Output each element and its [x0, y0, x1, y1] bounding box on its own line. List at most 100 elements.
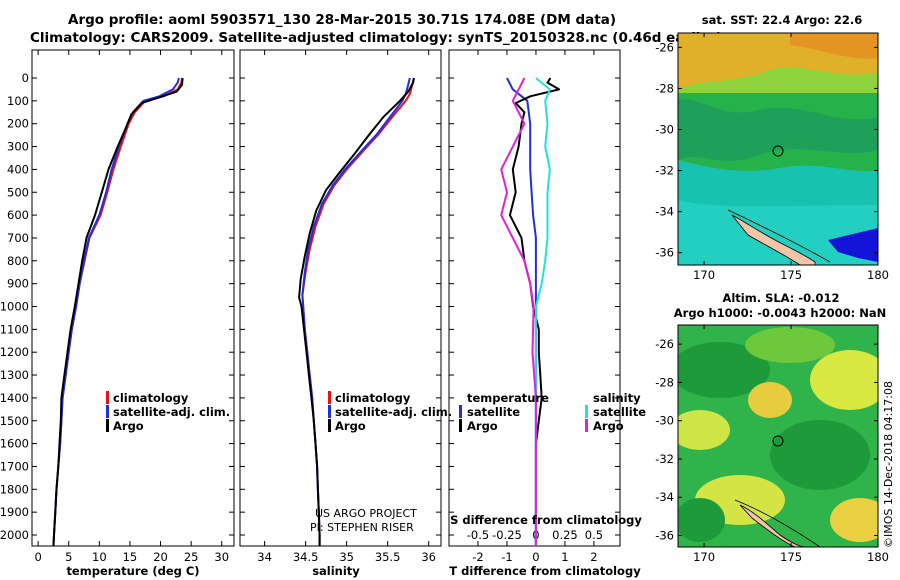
legend-swatch-argo: [106, 419, 109, 432]
sst-map-float-marker: [772, 145, 784, 157]
salinity-xtick-label: 35: [339, 550, 354, 564]
difference-xtick-label: 1: [561, 550, 568, 564]
diff-legend-t-satellite: satellite: [467, 405, 520, 419]
difference-panel: -2 -1 0 1 2-0.5 -0.25 0 0.25 0.5: [448, 49, 621, 564]
temperature-xtick-label: 30: [214, 550, 229, 564]
sst_map-ytick-label: -36: [655, 246, 674, 260]
pressure-tick-label: 700: [7, 231, 29, 245]
diff-legend-salinity-title: salinity: [593, 391, 641, 405]
sla_map-ytick-label: -36: [655, 529, 674, 543]
sla-map-title-1: Altim. SLA: -0.012: [722, 291, 839, 305]
difference-frame: [448, 49, 621, 547]
sla_map-ytick-label: -32: [655, 452, 674, 466]
salinity-panel: 34 34.5 35 35.5 36: [239, 49, 442, 564]
pressure-tick-label: 1800: [0, 482, 29, 496]
temperature-xtick-label: 20: [153, 550, 168, 564]
salinity-frame: [239, 49, 442, 547]
sal-legend-argo: Argo: [335, 419, 366, 433]
s-diff-tick-label: 0.25: [552, 528, 578, 542]
sst_map-xtick-label: 180: [867, 268, 889, 282]
sst_map-ytick-label: -34: [655, 205, 674, 219]
difference-series-s-satellite: [534, 77, 551, 546]
sla-map-axes: 170 175 180 -26 -28 -30 -32 -34 -36: [655, 325, 889, 564]
salinity-xtick-label: 34.5: [293, 550, 319, 564]
salinity-xlabel: salinity: [312, 564, 360, 578]
temperature-frame: [31, 49, 235, 547]
legend-swatch-satellite: [106, 405, 109, 418]
sal-legend-climatology: climatology: [335, 391, 411, 405]
pressure-tick-label: 1100: [0, 322, 29, 336]
sst-map-frame: [677, 32, 879, 266]
temperature-legend: climatology satellite-adj. clim. Argo: [106, 391, 230, 433]
temperature-xlabel: temperature (deg C): [66, 564, 199, 578]
s-diff-tick-label: -0.5: [467, 528, 489, 542]
pressure-tick-label: 900: [7, 277, 29, 291]
temperature-xtick-label: 10: [92, 550, 107, 564]
sla_map-ytick-label: -30: [655, 414, 674, 428]
pressure-tick-label: 800: [7, 254, 29, 268]
sal-legend-swatch-argo: [328, 419, 331, 432]
diff-legend-s-satellite: satellite: [593, 405, 646, 419]
pressure-tick-label: 200: [7, 117, 29, 131]
sla-map-float-marker: [772, 435, 784, 447]
temperature-xtick-label: 0: [34, 550, 41, 564]
difference-legend: temperature satellite Argo salinity sate…: [459, 391, 646, 433]
s-diff-tick-label: -0.25: [492, 528, 522, 542]
sla_map-ytick-label: -34: [655, 490, 674, 504]
pressure-tick-label: 600: [7, 208, 29, 222]
pressure-tick-label: 100: [7, 94, 29, 108]
pressure-tick-label: 1400: [0, 391, 29, 405]
salinity-xtick-label: 36: [421, 550, 436, 564]
salinity-legend: climatology satellite-adj. clim. Argo: [328, 391, 452, 433]
sla-map-frame: [677, 324, 879, 548]
sst-map-axes: 170 175 180 -26 -28 -30 -32 -34 -36: [655, 33, 889, 282]
sst-map-image: [678, 33, 878, 265]
pressure-tick-label: 1500: [0, 414, 29, 428]
salinity-xtick-label: 35.5: [375, 550, 401, 564]
sla_map-ytick-label: -28: [655, 375, 674, 389]
diff-legend-swatch-s-satellite: [585, 405, 588, 418]
temperature-xtick-label: 15: [123, 550, 138, 564]
sst_map-xtick-label: 175: [780, 268, 802, 282]
temperature-series-argo: [52, 77, 184, 546]
pressure-tick-label: 1300: [0, 368, 29, 382]
diff-legend-swatch-s-argo: [585, 419, 588, 432]
s-diff-tick-label: 0.5: [585, 528, 603, 542]
sal-legend-satellite: satellite-adj. clim.: [335, 405, 452, 419]
difference-xtick-label: 0: [532, 550, 539, 564]
difference-xtick-label: -2: [472, 550, 483, 564]
salinity-series-satellite-adj-clim-: [301, 77, 411, 546]
pressure-tick-label: 1700: [0, 459, 29, 473]
legend-satellite: satellite-adj. clim.: [113, 405, 230, 419]
sla_map-ytick-label: -26: [655, 337, 674, 351]
sst_map-ytick-label: -26: [655, 40, 674, 54]
pressure-tick-label: 1600: [0, 437, 29, 451]
sla_map-xtick-label: 180: [867, 550, 889, 564]
title-line-2: Climatology: CARS2009. Satellite-adjuste…: [30, 30, 722, 46]
difference-x2label: S difference from climatology: [450, 513, 642, 527]
temperature-xtick-label: 5: [65, 550, 72, 564]
difference-xtick-label: -1: [501, 550, 512, 564]
difference-xlabel: T difference from climatology: [449, 564, 641, 578]
salinity-xtick-label: 34: [257, 550, 272, 564]
diff-legend-swatch-t-argo: [459, 419, 462, 432]
credit-pi: PI: STEPHEN RISER: [310, 521, 414, 534]
pressure-tick-label: 2000: [0, 528, 29, 542]
legend-argo: Argo: [113, 419, 144, 433]
credit-imos: ©IMOS 14-Dec-2018 04:17:08: [882, 381, 895, 548]
sst_map-ytick-label: -32: [655, 164, 674, 178]
sla_map-xtick-label: 170: [693, 550, 715, 564]
pressure-tick-label: 400: [7, 162, 29, 176]
diff-legend-swatch-t-satellite: [459, 405, 462, 418]
pressure-tick-label: 500: [7, 185, 29, 199]
sst_map-xtick-label: 170: [693, 268, 715, 282]
sst_map-ytick-label: -30: [655, 122, 674, 136]
legend-climatology: climatology: [113, 391, 189, 405]
sal-legend-swatch-satellite: [328, 405, 331, 418]
diff-legend-t-argo: Argo: [467, 419, 498, 433]
temperature-xtick-label: 25: [184, 550, 199, 564]
difference-series-s-argo: [500, 77, 537, 546]
difference-series-t-argo: [508, 77, 561, 546]
title-line-1: Argo profile: aoml 5903571_130 28-Mar-20…: [68, 12, 616, 28]
